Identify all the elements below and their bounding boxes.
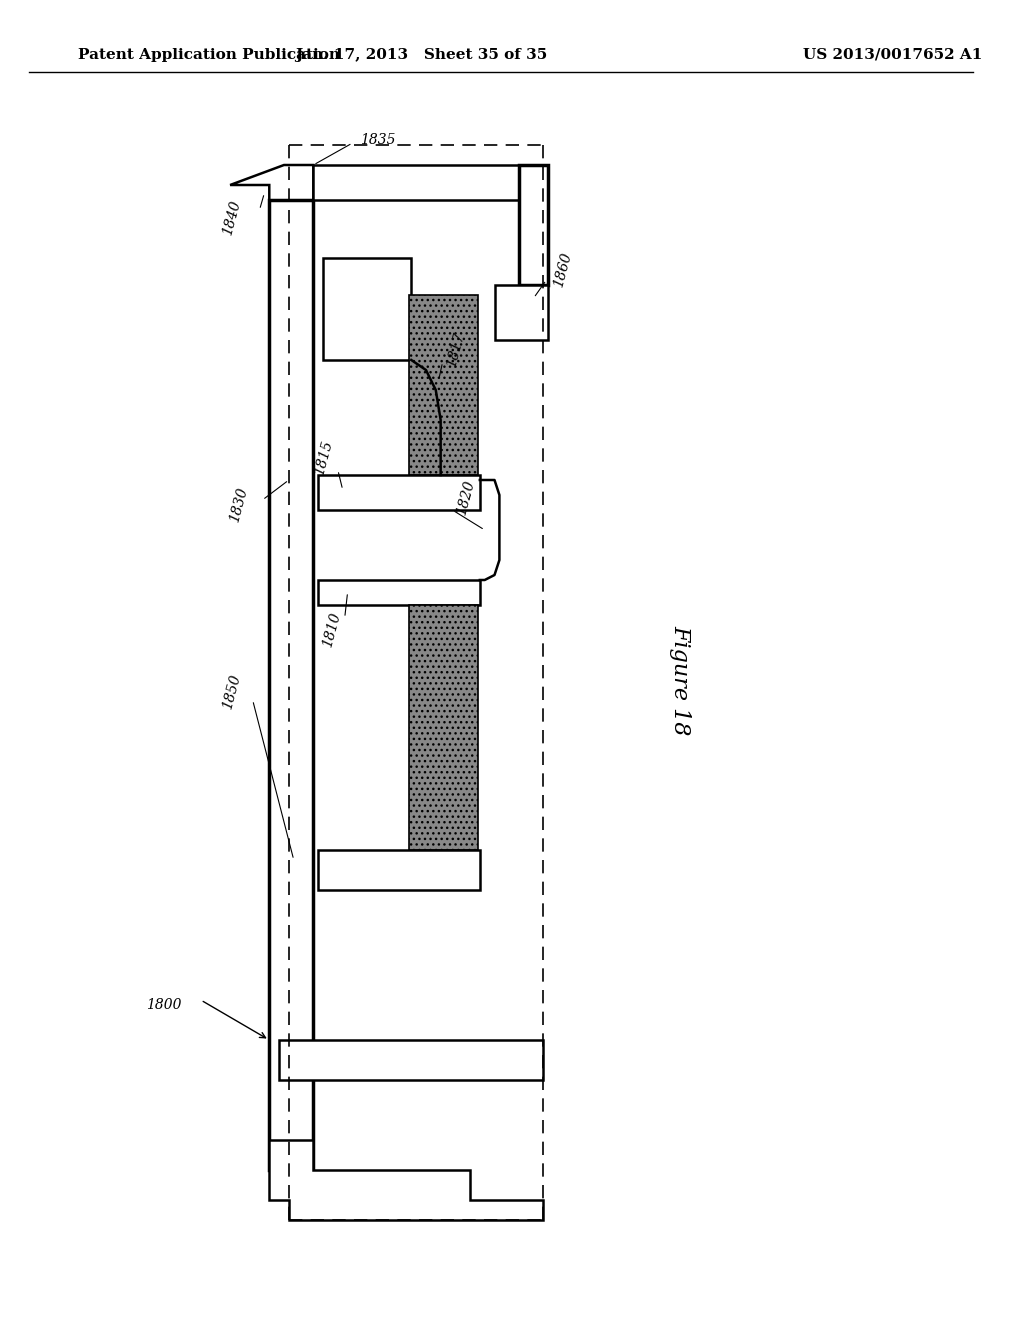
Text: US 2013/0017652 A1: US 2013/0017652 A1: [803, 48, 982, 62]
Text: 1840: 1840: [220, 199, 243, 238]
Text: 1815: 1815: [312, 440, 335, 477]
Text: Patent Application Publication: Patent Application Publication: [79, 48, 340, 62]
Text: 1820: 1820: [455, 479, 477, 517]
Polygon shape: [410, 605, 478, 850]
Polygon shape: [318, 850, 480, 890]
Polygon shape: [519, 165, 549, 285]
Text: 1810: 1810: [321, 611, 343, 649]
Polygon shape: [324, 257, 412, 360]
Text: 1850: 1850: [220, 673, 243, 711]
Text: 1835: 1835: [360, 133, 396, 147]
Polygon shape: [318, 579, 480, 605]
Text: 1860: 1860: [551, 251, 574, 289]
Polygon shape: [269, 1140, 544, 1220]
Polygon shape: [495, 285, 549, 341]
Polygon shape: [318, 475, 480, 510]
Polygon shape: [280, 1040, 544, 1080]
Text: Jan. 17, 2013   Sheet 35 of 35: Jan. 17, 2013 Sheet 35 of 35: [295, 48, 547, 62]
Polygon shape: [271, 202, 311, 1167]
Text: 1800: 1800: [145, 998, 181, 1012]
Text: Figure 18: Figure 18: [670, 624, 691, 735]
Polygon shape: [313, 165, 544, 201]
Polygon shape: [410, 294, 478, 475]
Text: 1817: 1817: [444, 331, 467, 370]
Text: 1830: 1830: [227, 486, 250, 524]
Polygon shape: [230, 165, 313, 201]
